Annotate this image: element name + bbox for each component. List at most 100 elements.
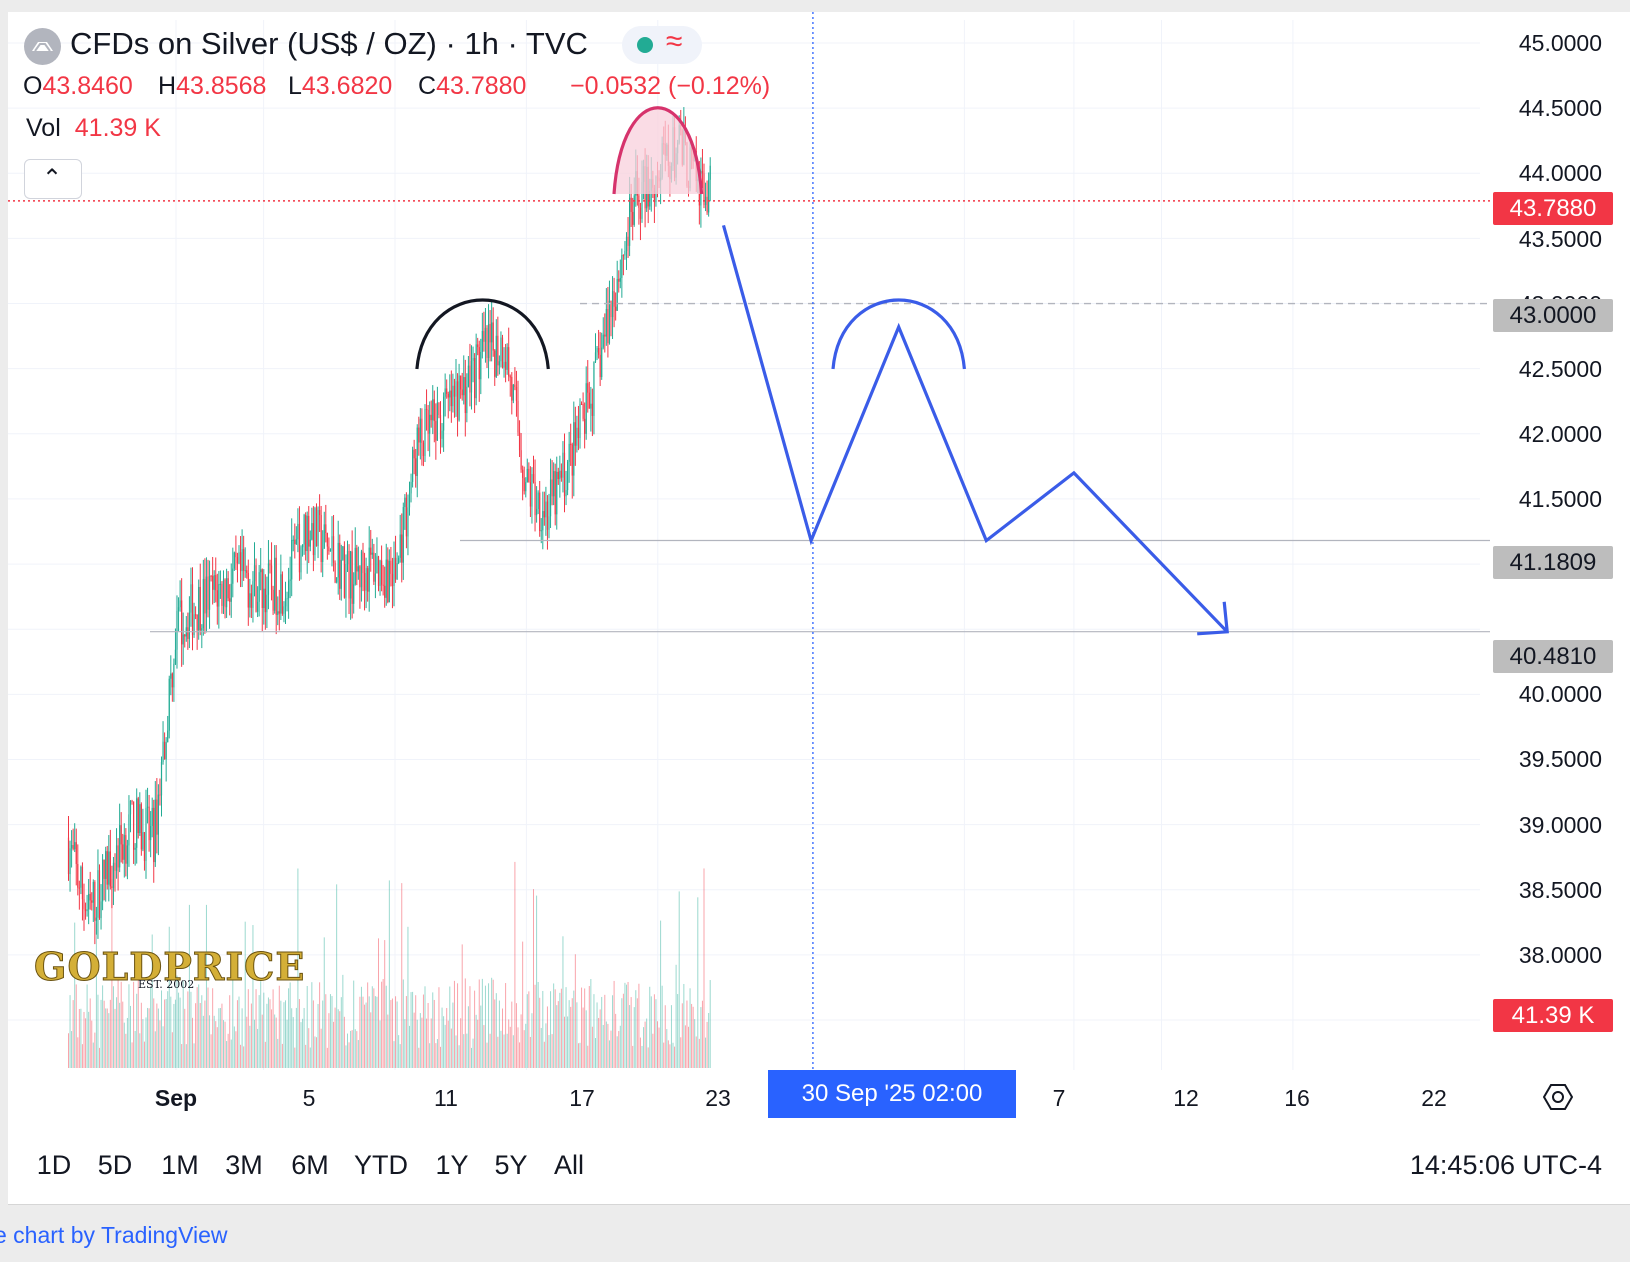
candle-body (362, 551, 364, 573)
candle-body (112, 862, 115, 888)
candle-body (567, 461, 569, 491)
candle-body (176, 610, 178, 650)
volume-bar (252, 925, 254, 1068)
volume-bar (298, 999, 300, 1068)
volume-bar (131, 1042, 133, 1068)
volume-bar (140, 1002, 142, 1068)
candle-body (334, 562, 336, 583)
candle-body (481, 331, 483, 352)
candle-body (649, 190, 651, 207)
volume-bar (481, 978, 483, 1068)
candle-body (230, 583, 232, 602)
volume-bar (120, 981, 122, 1068)
volume-bar (384, 940, 386, 1068)
candle-body (170, 673, 172, 679)
timeframe-button[interactable]: YTD (354, 1150, 408, 1180)
candle-body (501, 337, 504, 368)
timeframe-button[interactable]: 1Y (435, 1150, 469, 1180)
candle-body (379, 560, 381, 586)
timeframe-button[interactable]: 1M (161, 1150, 199, 1180)
candle-body (549, 479, 552, 517)
volume-bar (347, 1033, 348, 1068)
volume-bar (692, 1006, 694, 1068)
volume-bar (511, 1001, 513, 1068)
volume-bar (382, 979, 384, 1068)
pattern-arc (415, 298, 550, 370)
candle-body (443, 396, 445, 431)
candle-body (525, 482, 527, 492)
candle-body (615, 306, 617, 311)
candle-body (252, 581, 254, 608)
timeframe-button[interactable]: 1D (36, 1150, 72, 1180)
volume-bars (68, 861, 711, 1068)
candle-body (402, 507, 404, 563)
volume-bar (267, 997, 269, 1068)
timeframe-button[interactable]: 5Y (494, 1150, 528, 1180)
candle-body (624, 251, 626, 256)
timeframe-button[interactable]: 3M (225, 1150, 263, 1180)
candle-body (387, 559, 389, 603)
market-status-pill[interactable]: ≈ (622, 25, 702, 64)
candle-body (198, 586, 200, 631)
candle-body (351, 551, 353, 604)
volume-bar (494, 999, 496, 1068)
timeframe-button[interactable]: All (553, 1150, 585, 1180)
volume-bar (449, 986, 451, 1068)
volume-bar (460, 1018, 462, 1068)
candle-body (477, 344, 479, 348)
volume-bar (436, 1039, 438, 1068)
symbol-title[interactable]: CFDs on Silver (US$ / OZ) · 1h · TVC (70, 26, 588, 61)
candle-body (463, 377, 465, 396)
candle-body (218, 584, 220, 607)
volume-bar (553, 983, 555, 1068)
candle-body (599, 354, 601, 378)
tradingview-credit[interactable]: e chart by TradingView (0, 1222, 228, 1248)
volume-bar (573, 990, 575, 1068)
candle-body (551, 479, 553, 497)
settings-gear-icon[interactable] (1542, 1082, 1574, 1112)
volume-bar (314, 1036, 316, 1068)
volume-bar (333, 1021, 335, 1068)
candle-body (103, 859, 105, 879)
candle-body (91, 900, 93, 903)
volume-bar (116, 997, 118, 1068)
candle-body (475, 344, 477, 399)
volume-bar (289, 982, 291, 1068)
volume-bar (385, 985, 387, 1068)
volume-bar (91, 1020, 93, 1068)
candle-body (305, 515, 307, 552)
candle-body (146, 806, 149, 808)
candle-body (410, 481, 412, 494)
volume-bar (602, 1024, 604, 1068)
candle-body (577, 427, 580, 439)
ohlc-o: O43.8460 (23, 72, 133, 100)
candle-body (320, 515, 322, 563)
candle-body (370, 547, 372, 555)
volume-bar (126, 1017, 128, 1068)
candle-body (284, 598, 287, 607)
timeframe-button[interactable]: 6M (291, 1150, 329, 1180)
volume-bar (151, 934, 153, 1068)
candle-body (478, 347, 480, 380)
volume-bar (616, 1036, 618, 1068)
volume-bar (312, 1000, 314, 1068)
candle-body (430, 414, 432, 421)
candle-body (205, 576, 208, 614)
volume-bar (464, 978, 466, 1068)
collapse-legend-button[interactable]: ⌃ (24, 159, 82, 199)
volume-bar (509, 1026, 511, 1068)
candle-body (281, 574, 283, 614)
candle-body (436, 402, 438, 441)
volume-bar (410, 992, 412, 1068)
volume-bar (198, 984, 200, 1068)
volume-bar (342, 974, 344, 1068)
volume-bar (399, 1044, 401, 1068)
timeframe-button[interactable]: 5D (97, 1150, 133, 1180)
volume-value: 41.39 K (74, 114, 161, 142)
last-price-badge: 43.7880 (1493, 192, 1613, 225)
candle-body (360, 551, 363, 588)
volume-bar (539, 997, 541, 1068)
volume-bar (147, 1007, 149, 1068)
candle-body (590, 403, 592, 409)
